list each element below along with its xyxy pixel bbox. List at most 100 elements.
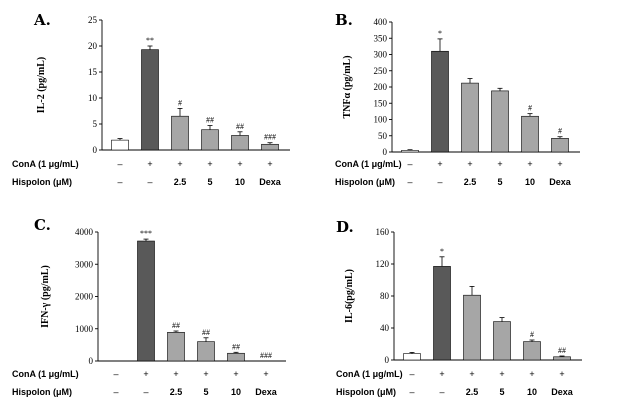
bar bbox=[201, 129, 219, 151]
significance-mark: ## bbox=[236, 122, 244, 131]
panel-label: C. bbox=[34, 216, 51, 234]
hispolon-value: 5 bbox=[497, 177, 502, 187]
hispolon-label: Hispolon (μM) bbox=[12, 387, 72, 397]
y-tick-label: 120 bbox=[376, 259, 390, 269]
hispolon-value: – bbox=[437, 177, 442, 187]
bar bbox=[461, 82, 479, 153]
cona-value: + bbox=[263, 369, 268, 379]
hispolon-value: Dexa bbox=[255, 387, 278, 397]
cona-value: – bbox=[407, 159, 412, 169]
hispolon-value: 10 bbox=[231, 387, 241, 397]
y-tick-label: 2000 bbox=[75, 292, 94, 302]
bar bbox=[553, 356, 571, 361]
cona-value: – bbox=[409, 369, 414, 379]
y-tick-label: 0 bbox=[385, 355, 390, 365]
cona-label: ConA (1 μg/mL) bbox=[12, 369, 79, 379]
bar bbox=[137, 240, 155, 362]
cona-value: + bbox=[147, 159, 152, 169]
panel-label: A. bbox=[33, 11, 51, 29]
hispolon-value: 5 bbox=[207, 177, 212, 187]
y-axis-label: IL-6(pg/mL) bbox=[344, 269, 355, 323]
bar bbox=[403, 353, 421, 361]
cona-value: + bbox=[499, 369, 504, 379]
cona-value: + bbox=[467, 159, 472, 169]
significance-mark: # bbox=[528, 104, 532, 113]
y-tick-label: 0 bbox=[89, 356, 94, 366]
cona-value: + bbox=[207, 159, 212, 169]
cona-value: + bbox=[177, 159, 182, 169]
significance-mark: # bbox=[178, 98, 182, 107]
cona-value: – bbox=[113, 369, 118, 379]
cona-value: + bbox=[497, 159, 502, 169]
y-tick-label: 20 bbox=[88, 41, 98, 51]
significance-mark: ## bbox=[558, 346, 566, 355]
significance-mark: * bbox=[440, 247, 444, 256]
y-tick-label: 4000 bbox=[75, 227, 94, 237]
cona-value: + bbox=[559, 369, 564, 379]
chart-panel-4: D. 0 40 80 120 160 IL-6(pg/mL) – – * + – +2.5 +5 # +10 #… bbox=[336, 218, 582, 397]
hispolon-value: 10 bbox=[527, 387, 537, 397]
bar bbox=[111, 139, 129, 151]
bar bbox=[523, 341, 541, 361]
y-tick-label: 350 bbox=[374, 33, 388, 43]
cona-value: + bbox=[267, 159, 272, 169]
significance-mark: ## bbox=[232, 342, 240, 351]
significance-mark: ## bbox=[202, 328, 210, 337]
y-tick-label: 300 bbox=[374, 50, 388, 60]
y-axis-label: IFN-γ (pg/mL) bbox=[40, 265, 51, 328]
y-tick-label: 200 bbox=[374, 82, 388, 92]
significance-mark: # bbox=[558, 127, 562, 136]
hispolon-value: – bbox=[113, 387, 118, 397]
hispolon-value: – bbox=[117, 177, 122, 187]
hispolon-value: – bbox=[147, 177, 152, 187]
cona-label: ConA (1 μg/mL) bbox=[12, 159, 79, 169]
significance-mark: ** bbox=[146, 36, 154, 45]
hispolon-value: Dexa bbox=[549, 177, 572, 187]
bar bbox=[433, 266, 451, 361]
bar bbox=[261, 143, 279, 151]
cona-value: + bbox=[529, 369, 534, 379]
cona-value: + bbox=[469, 369, 474, 379]
y-tick-label: 25 bbox=[88, 15, 98, 25]
bar bbox=[463, 294, 481, 361]
y-tick-label: 1000 bbox=[75, 324, 94, 334]
y-tick-label: 100 bbox=[374, 115, 388, 125]
cona-value: + bbox=[173, 369, 178, 379]
significance-mark: ## bbox=[206, 116, 214, 125]
y-axis-label: TNFα (pg/mL) bbox=[342, 55, 353, 118]
y-tick-label: 250 bbox=[374, 66, 388, 76]
bar bbox=[431, 50, 449, 153]
y-tick-label: 150 bbox=[374, 98, 388, 108]
bar bbox=[231, 135, 249, 151]
hispolon-label: Hispolon (μM) bbox=[336, 387, 396, 397]
hispolon-value: 2.5 bbox=[170, 387, 183, 397]
significance-mark: * bbox=[438, 29, 442, 38]
y-tick-label: 3000 bbox=[75, 259, 94, 269]
bar bbox=[171, 115, 189, 151]
cona-value: + bbox=[143, 369, 148, 379]
bar bbox=[401, 150, 419, 153]
bar bbox=[521, 115, 539, 153]
cona-value: + bbox=[557, 159, 562, 169]
chart-panel-1: A. 0 5 10 15 20 25 IL-2 (pg/mL) – – ** + – # +2.5 ## +5 #… bbox=[12, 11, 290, 187]
hispolon-label: Hispolon (μM) bbox=[335, 177, 395, 187]
cona-value: + bbox=[437, 159, 442, 169]
hispolon-value: 5 bbox=[499, 387, 504, 397]
panel-label: B. bbox=[335, 11, 353, 29]
hispolon-value: 10 bbox=[525, 177, 535, 187]
y-tick-label: 400 bbox=[374, 17, 388, 27]
y-tick-label: 50 bbox=[378, 131, 388, 141]
hispolon-value: – bbox=[409, 387, 414, 397]
y-axis-label: IL-2 (pg/mL) bbox=[36, 57, 47, 113]
bar bbox=[493, 321, 511, 361]
hispolon-value: – bbox=[407, 177, 412, 187]
y-tick-label: 15 bbox=[88, 67, 98, 77]
cona-value: + bbox=[233, 369, 238, 379]
bar bbox=[551, 138, 569, 153]
hispolon-value: 2.5 bbox=[464, 177, 477, 187]
y-tick-label: 5 bbox=[93, 119, 98, 129]
cona-label: ConA (1 μg/mL) bbox=[335, 159, 402, 169]
hispolon-value: Dexa bbox=[259, 177, 282, 187]
significance-mark: ### bbox=[260, 351, 272, 360]
